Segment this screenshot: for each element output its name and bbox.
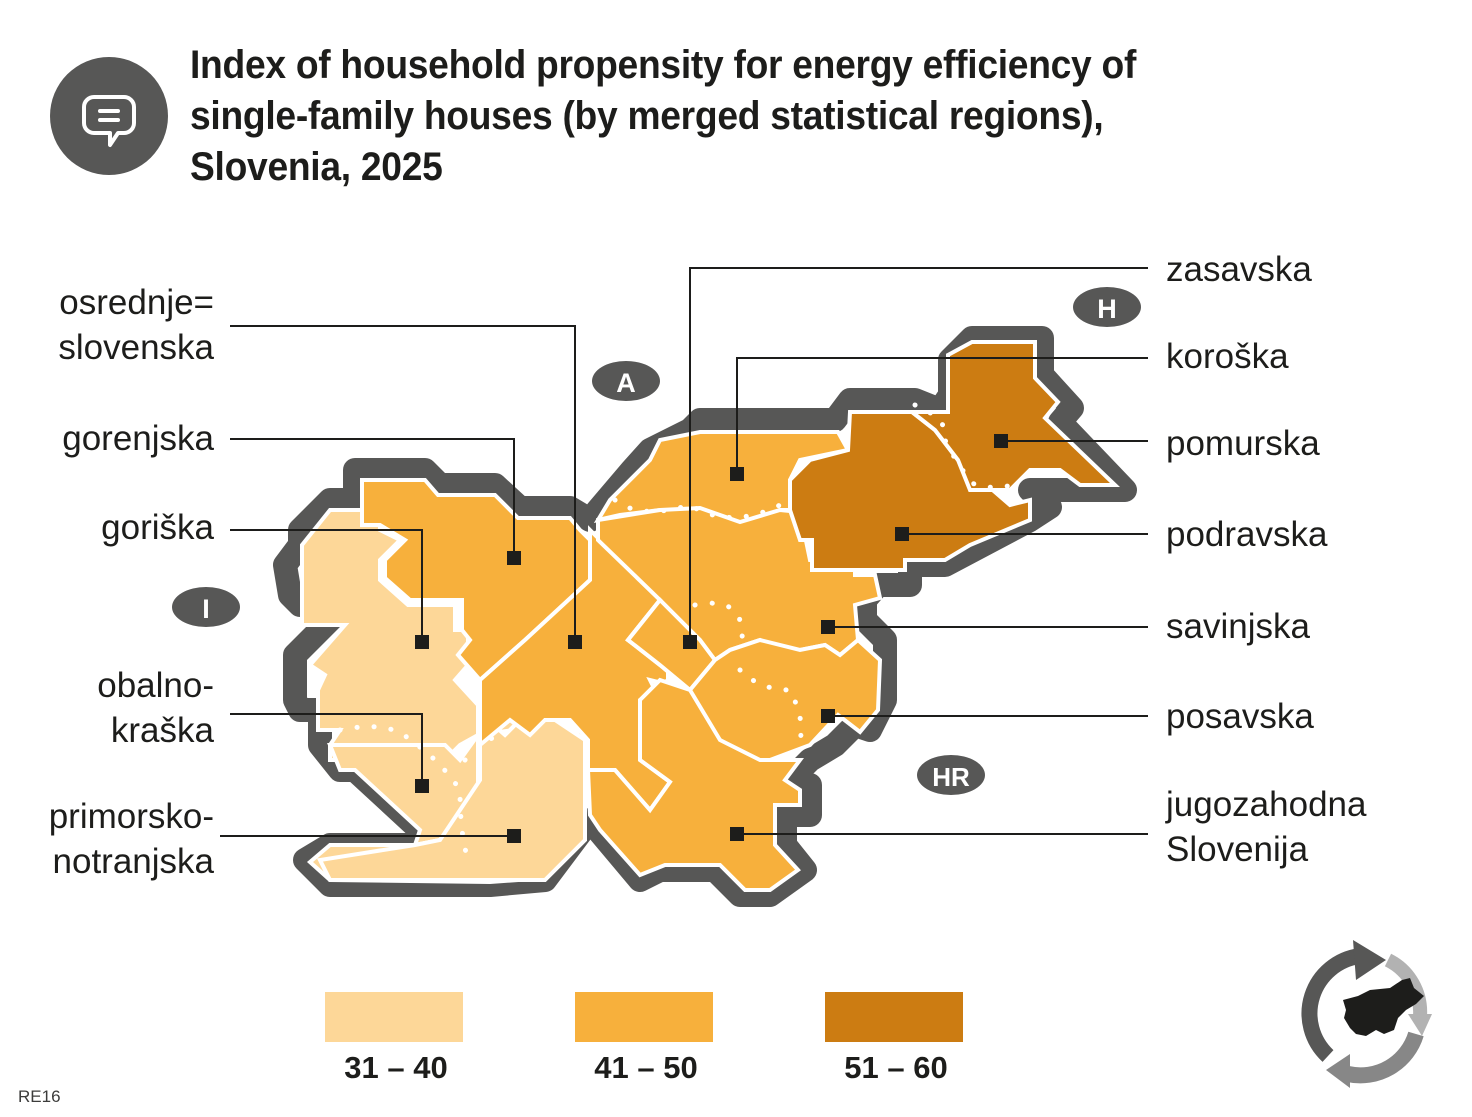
region-jugozahodna-slovenija xyxy=(585,677,804,892)
marker-obalno-kraska xyxy=(415,779,429,793)
label-podravska: podravska xyxy=(1166,512,1327,557)
label-line: savinjska xyxy=(1166,607,1310,646)
country-badge-austria: A xyxy=(592,361,660,401)
region-podravska xyxy=(788,410,1032,572)
label-savinjska: savinjska xyxy=(1166,604,1310,649)
country-code-italy: I xyxy=(202,594,210,624)
country-code-austria: A xyxy=(616,368,636,398)
legend-swatch-51-60 xyxy=(825,992,963,1042)
label-obalno-kraska: obalno- kraška xyxy=(97,663,214,753)
label-jugozahodna-slovenija: jugozahodna Slovenija xyxy=(1166,782,1366,872)
label-line: slovenska xyxy=(58,328,214,367)
country-badge-croatia: HR xyxy=(917,755,985,795)
label-line: notranjska xyxy=(52,842,214,881)
marker-zasavska xyxy=(683,635,697,649)
legend-label-31-40: 31 – 40 xyxy=(344,1050,448,1085)
label-koroska: koroška xyxy=(1166,334,1289,379)
marker-posavska xyxy=(821,709,835,723)
marker-jugozahodna-slovenija xyxy=(730,827,744,841)
marker-podravska xyxy=(895,527,909,541)
label-line: primorsko- xyxy=(48,797,214,836)
marker-savinjska xyxy=(821,620,835,634)
dotted-boundaries xyxy=(337,402,1013,868)
chart-title: Index of household propensity for energy… xyxy=(190,40,1213,193)
label-line: kraška xyxy=(110,711,214,750)
leader-obalno-kraska xyxy=(230,713,423,786)
label-line: jugozahodna xyxy=(1166,785,1367,824)
leader-koroska xyxy=(736,357,1148,474)
leader-gorenjska xyxy=(230,438,515,558)
leader-osrednjeslovenska xyxy=(230,325,576,642)
marker-koroska xyxy=(730,467,744,481)
title-line-3: Slovenia, 2025 xyxy=(190,145,443,189)
legend-label-41-50: 41 – 50 xyxy=(594,1050,698,1085)
legend-label-51-60: 51 – 60 xyxy=(844,1050,948,1085)
label-line: osrednje= xyxy=(59,283,214,322)
marker-goriska xyxy=(415,635,429,649)
marker-gorenjska xyxy=(507,551,521,565)
marker-primorsko-notranjska xyxy=(507,829,521,843)
label-zasavska: zasavska xyxy=(1166,247,1312,292)
marker-pomurska xyxy=(994,434,1008,448)
label-line: Slovenija xyxy=(1166,830,1309,869)
label-primorsko-notranjska: primorsko- notranjska xyxy=(49,794,214,884)
legend-swatch-31-40 xyxy=(325,992,463,1042)
recycling-slovenia-logo-icon xyxy=(1301,940,1432,1088)
country-code-croatia: HR xyxy=(932,762,970,792)
figure-code: RE16 xyxy=(18,1087,61,1106)
country-badge-hungary: H xyxy=(1073,287,1141,327)
label-line: posavska xyxy=(1166,697,1314,736)
label-line: goriška xyxy=(101,508,214,547)
country-code-hungary: H xyxy=(1097,294,1117,324)
leader-zasavska xyxy=(689,267,1148,642)
title-line-1: Index of household propensity for energy… xyxy=(190,43,1137,87)
speech-bubble-icon xyxy=(50,57,168,175)
label-line: zasavska xyxy=(1166,250,1312,289)
label-osrednjeslovenska: osrednje= slovenska xyxy=(58,280,214,370)
leader-goriska xyxy=(230,529,423,642)
label-line: podravska xyxy=(1166,515,1328,554)
label-posavska: posavska xyxy=(1166,694,1314,739)
country-badge-italy: I xyxy=(172,587,240,627)
label-line: obalno- xyxy=(97,666,214,705)
label-gorenjska: gorenjska xyxy=(62,416,214,461)
label-goriska: goriška xyxy=(101,505,214,550)
legend-swatch-41-50 xyxy=(575,992,713,1042)
leader-lines xyxy=(220,267,1148,837)
title-line-2: single-family houses (by merged statisti… xyxy=(190,94,1104,138)
label-line: koroška xyxy=(1166,337,1289,376)
label-pomurska: pomurska xyxy=(1166,421,1320,466)
label-line: pomurska xyxy=(1166,424,1320,463)
region-pomurska xyxy=(906,340,1120,492)
marker-osrednjeslovenska xyxy=(568,635,582,649)
label-line: gorenjska xyxy=(62,419,214,458)
